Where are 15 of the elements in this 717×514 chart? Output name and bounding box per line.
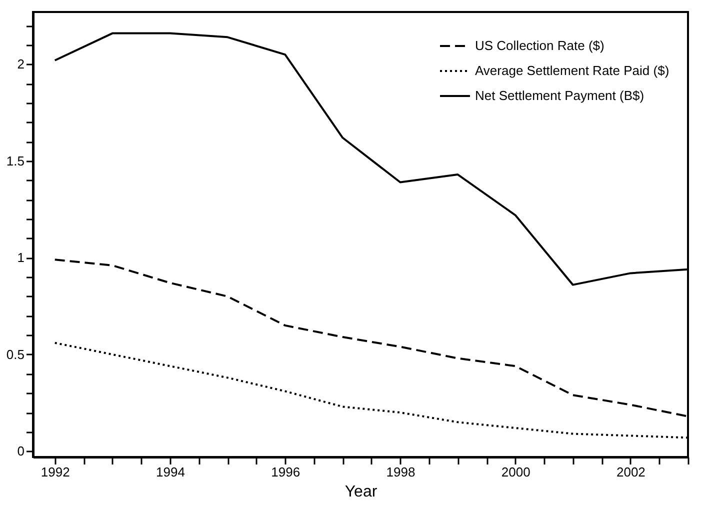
x-tick-label: 1996: [271, 464, 300, 480]
y-tick-label: 1.5: [6, 153, 24, 168]
x-tick-label: 1994: [156, 464, 185, 480]
y-tick-label: 1: [17, 250, 24, 266]
x-tick-label: 2002: [616, 464, 646, 480]
x-tick-label: 1998: [386, 464, 416, 480]
x-axis-title: Year: [344, 484, 378, 500]
y-tick-label: 0.5: [6, 346, 24, 362]
y-tick-label: 2: [17, 56, 24, 72]
legend-label: Average Settlement Rate Paid ($): [475, 63, 670, 78]
x-tick-label: 2000: [501, 464, 530, 480]
y-tick-label: 0: [17, 444, 24, 459]
x-tick-label: 1992: [40, 464, 70, 480]
legend-label: Net Settlement Payment (B$): [475, 88, 644, 103]
legend-label: US Collection Rate ($): [475, 38, 604, 53]
